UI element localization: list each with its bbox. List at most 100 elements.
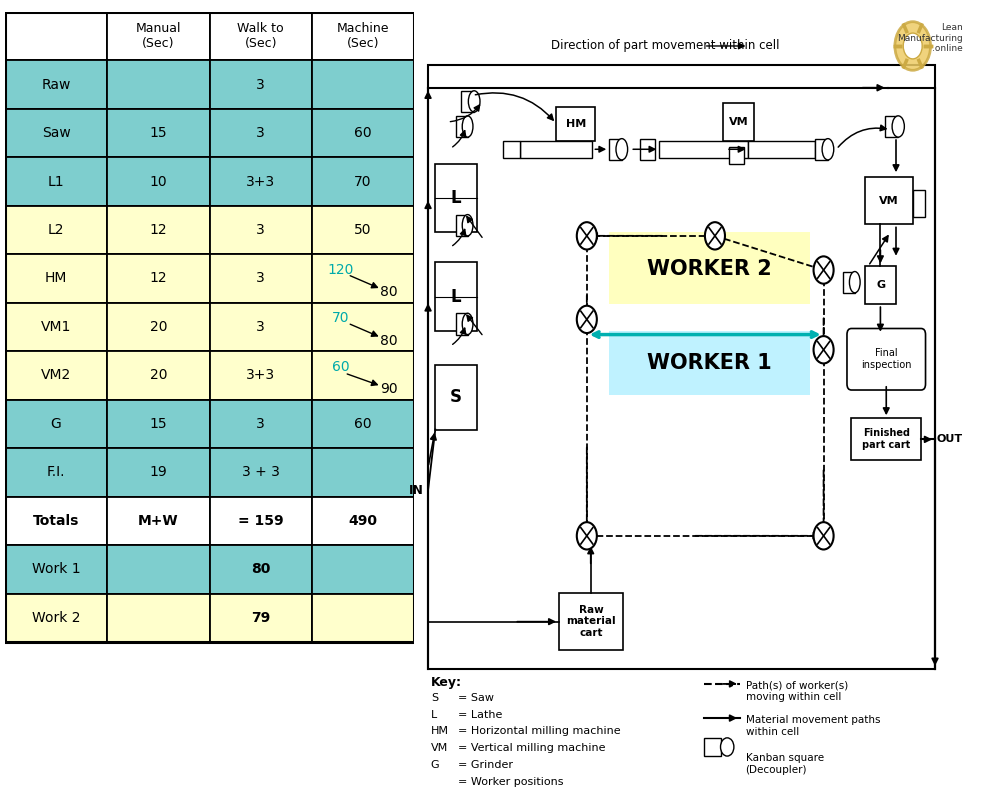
Text: VM: VM: [431, 743, 448, 753]
Text: HM: HM: [45, 272, 67, 286]
Text: = Saw: = Saw: [458, 693, 494, 703]
Text: L1: L1: [47, 175, 64, 189]
Text: VM1: VM1: [40, 320, 71, 334]
Bar: [209, 12, 312, 61]
Bar: [312, 61, 414, 109]
Bar: [209, 593, 312, 642]
Ellipse shape: [849, 272, 860, 293]
Bar: [312, 545, 414, 593]
Bar: [5, 593, 107, 642]
Bar: [640, 139, 656, 160]
Bar: [209, 449, 312, 497]
Bar: [312, 12, 414, 61]
Bar: [5, 545, 107, 593]
Text: = Lathe: = Lathe: [458, 710, 502, 720]
Text: 3: 3: [256, 223, 265, 237]
Bar: [107, 497, 209, 545]
Circle shape: [577, 522, 597, 549]
Bar: [5, 205, 107, 254]
Text: Raw
material
cart: Raw material cart: [566, 604, 616, 638]
Text: 70: 70: [354, 175, 372, 189]
Text: Material movement paths
within cell: Material movement paths within cell: [745, 715, 880, 737]
Ellipse shape: [468, 91, 480, 112]
Bar: [5, 351, 107, 400]
Bar: [107, 545, 209, 593]
Text: = Grinder: = Grinder: [458, 760, 513, 770]
Circle shape: [577, 305, 597, 333]
Bar: [866, 177, 913, 224]
Bar: [107, 303, 209, 351]
Bar: [5, 157, 107, 205]
Bar: [815, 139, 828, 160]
Bar: [520, 141, 593, 157]
Circle shape: [577, 222, 597, 249]
Bar: [428, 65, 935, 669]
Text: VM: VM: [729, 117, 748, 127]
Bar: [312, 593, 414, 642]
Text: L2: L2: [48, 223, 64, 237]
Bar: [435, 262, 477, 331]
Text: 60: 60: [354, 126, 372, 140]
Bar: [884, 116, 898, 137]
Text: Work 2: Work 2: [32, 611, 80, 625]
Ellipse shape: [822, 139, 834, 160]
Text: 15: 15: [150, 126, 168, 140]
Text: G: G: [431, 760, 440, 770]
Bar: [729, 147, 744, 164]
Text: 12: 12: [150, 223, 168, 237]
Bar: [209, 61, 312, 109]
Bar: [704, 738, 721, 756]
Text: Saw: Saw: [41, 126, 70, 140]
Bar: [5, 449, 107, 497]
Bar: [461, 91, 474, 112]
Text: Manual
(Sec): Manual (Sec): [136, 22, 181, 50]
Text: 50: 50: [354, 223, 372, 237]
Bar: [724, 103, 754, 141]
Bar: [5, 303, 107, 351]
Text: 12: 12: [150, 272, 168, 286]
Text: = Vertical milling machine: = Vertical milling machine: [458, 743, 605, 753]
Bar: [312, 400, 414, 449]
Bar: [312, 497, 414, 545]
Text: 490: 490: [348, 514, 378, 528]
Text: L: L: [451, 287, 461, 305]
Text: 3: 3: [256, 78, 265, 91]
Bar: [107, 12, 209, 61]
Text: VM: VM: [880, 196, 899, 206]
Bar: [609, 331, 810, 395]
Text: HM: HM: [566, 119, 586, 129]
Bar: [209, 157, 312, 205]
Text: Final
inspection: Final inspection: [861, 349, 911, 370]
Bar: [107, 254, 209, 303]
Bar: [312, 449, 414, 497]
Bar: [107, 593, 209, 642]
Text: Totals: Totals: [33, 514, 79, 528]
Bar: [312, 157, 414, 205]
Bar: [107, 351, 209, 400]
Text: Lean
Manufacturing
.online: Lean Manufacturing .online: [897, 23, 963, 53]
Text: 120: 120: [327, 263, 354, 277]
Text: WORKER 1: WORKER 1: [647, 353, 772, 374]
Text: Key:: Key:: [431, 676, 461, 689]
Text: = Worker positions: = Worker positions: [458, 777, 563, 786]
Bar: [312, 205, 414, 254]
Bar: [852, 418, 921, 460]
Text: M+W: M+W: [138, 514, 178, 528]
Text: 3: 3: [256, 272, 265, 286]
Bar: [107, 400, 209, 449]
Text: S: S: [451, 388, 462, 406]
Ellipse shape: [462, 215, 473, 236]
Text: 3 + 3: 3 + 3: [242, 465, 280, 479]
Text: 3+3: 3+3: [246, 175, 275, 189]
Text: 60: 60: [354, 417, 372, 431]
Ellipse shape: [616, 139, 628, 160]
Bar: [5, 12, 107, 61]
Text: 10: 10: [150, 175, 168, 189]
Text: 80: 80: [380, 285, 397, 299]
Text: Direction of part movement within cell: Direction of part movement within cell: [550, 39, 779, 53]
Text: 90: 90: [380, 382, 397, 396]
Bar: [748, 141, 815, 157]
Text: 60: 60: [331, 360, 349, 374]
Circle shape: [895, 22, 931, 70]
Text: VM2: VM2: [41, 368, 71, 382]
